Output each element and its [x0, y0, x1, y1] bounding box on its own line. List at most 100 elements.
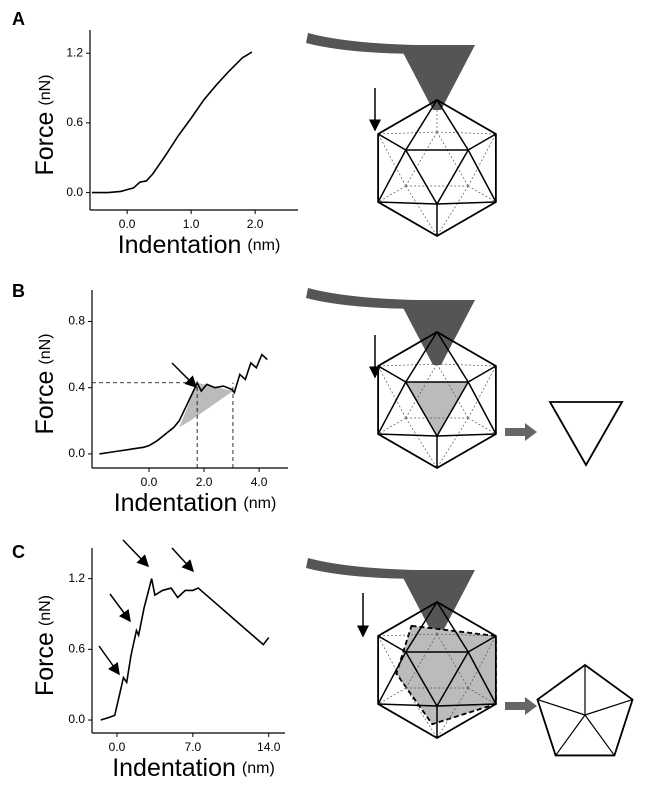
y-tick-label: 0.0 [68, 446, 85, 460]
force-curve [99, 353, 268, 455]
edge [377, 381, 407, 435]
edge [405, 99, 438, 151]
y-tick-label: 1.2 [68, 571, 85, 585]
edge [405, 381, 438, 437]
y-tick-label: 0.8 [68, 314, 85, 328]
edge [467, 365, 497, 383]
y-axis-label: Force (nN) [31, 333, 59, 434]
tip [399, 45, 475, 110]
edge [436, 703, 496, 707]
hidden-edge [377, 365, 407, 419]
hidden-edge [467, 365, 497, 419]
transition-arrow [505, 423, 537, 441]
x-tick-label: 4.0 [251, 475, 268, 489]
x-tick-label: 14.0 [257, 740, 281, 754]
hidden-edge [405, 363, 438, 419]
x-label-text: Indentation [112, 754, 236, 782]
triangle-fragment [548, 401, 624, 467]
hidden-edge [468, 185, 497, 203]
annotation-arrow [109, 593, 131, 623]
edge [377, 635, 407, 653]
hidden-edge [377, 687, 406, 705]
edge [436, 99, 469, 151]
edge [467, 149, 497, 203]
edge [436, 381, 469, 437]
edge [377, 651, 407, 705]
hidden-edge [467, 133, 497, 187]
hidden-edge [405, 687, 438, 739]
edge [405, 601, 438, 653]
panel-label: A [12, 9, 25, 29]
hidden-edge [436, 633, 469, 689]
x-axis-label: Indentation (nm) [114, 489, 277, 517]
hidden-edge [377, 417, 406, 435]
hidden-edge [436, 633, 496, 637]
edge [378, 703, 438, 707]
hidden-edge [378, 363, 438, 367]
y-tick-label: 0.0 [66, 185, 83, 199]
y-label-text: Force [31, 632, 59, 696]
hidden-edge [436, 687, 469, 739]
hidden-edge [405, 185, 438, 237]
edge [467, 133, 497, 151]
edge [377, 365, 407, 383]
edge [377, 149, 407, 203]
x-axis-label: Indentation (nm) [112, 754, 275, 782]
edge [405, 651, 438, 707]
pentagon-fragment [536, 663, 634, 757]
hidden-edge [377, 133, 407, 187]
hidden-edge [436, 363, 496, 367]
x-tick-label: 2.0 [247, 217, 264, 231]
hidden-edge [436, 131, 496, 135]
x-tick-label: 0.0 [141, 475, 158, 489]
x-tick-label: 2.0 [196, 475, 213, 489]
hidden-edge [436, 131, 469, 187]
annotation-arrow [171, 362, 198, 389]
x-tick-label: 7.0 [184, 740, 201, 754]
hidden-edge [405, 131, 438, 187]
edge [467, 651, 497, 705]
force-curve [100, 578, 270, 721]
pentagon-spoke [537, 698, 586, 716]
edge [378, 433, 438, 437]
x-tick-label: 1.0 [183, 217, 200, 231]
edge [436, 651, 469, 707]
y-tick-label: 0.6 [68, 642, 85, 656]
hidden-edge [377, 185, 406, 203]
panel-label: B [12, 281, 25, 301]
y-tick-label: 0.4 [68, 380, 85, 394]
hidden-edge [405, 633, 438, 689]
edge [405, 149, 438, 205]
hidden-edge [436, 417, 469, 469]
hidden-edge [436, 185, 469, 237]
y-tick-label: 1.2 [66, 45, 83, 59]
hidden-edge [436, 363, 469, 419]
y-axis-label: Force (nN) [31, 595, 59, 696]
y-label-text: Force [31, 112, 59, 176]
annotation-arrow [122, 539, 150, 568]
hidden-edge [467, 635, 497, 689]
annotation-arrow [98, 645, 120, 676]
edge [467, 381, 497, 435]
hidden-edge [378, 633, 438, 637]
hidden-edge [468, 417, 497, 435]
x-label-unit: (nm) [247, 237, 280, 254]
edge [436, 201, 496, 205]
x-axis-label: Indentation (nm) [118, 231, 281, 259]
hidden-edge [377, 635, 407, 689]
x-label-unit: (nm) [243, 495, 276, 512]
x-tick-label: 0.0 [119, 217, 136, 231]
edge [436, 433, 496, 437]
hidden-edge [468, 687, 497, 705]
x-label-text: Indentation [114, 489, 238, 517]
y-tick-label: 0.0 [68, 712, 85, 726]
edge [436, 331, 469, 383]
x-tick-label: 0.0 [109, 740, 126, 754]
y-tick-label: 0.6 [66, 115, 83, 129]
edge [467, 635, 497, 653]
hidden-edge [405, 417, 438, 469]
panel-label: C [12, 542, 25, 562]
y-axis-label: Force (nN) [31, 74, 59, 175]
annotation-arrow [171, 547, 195, 573]
